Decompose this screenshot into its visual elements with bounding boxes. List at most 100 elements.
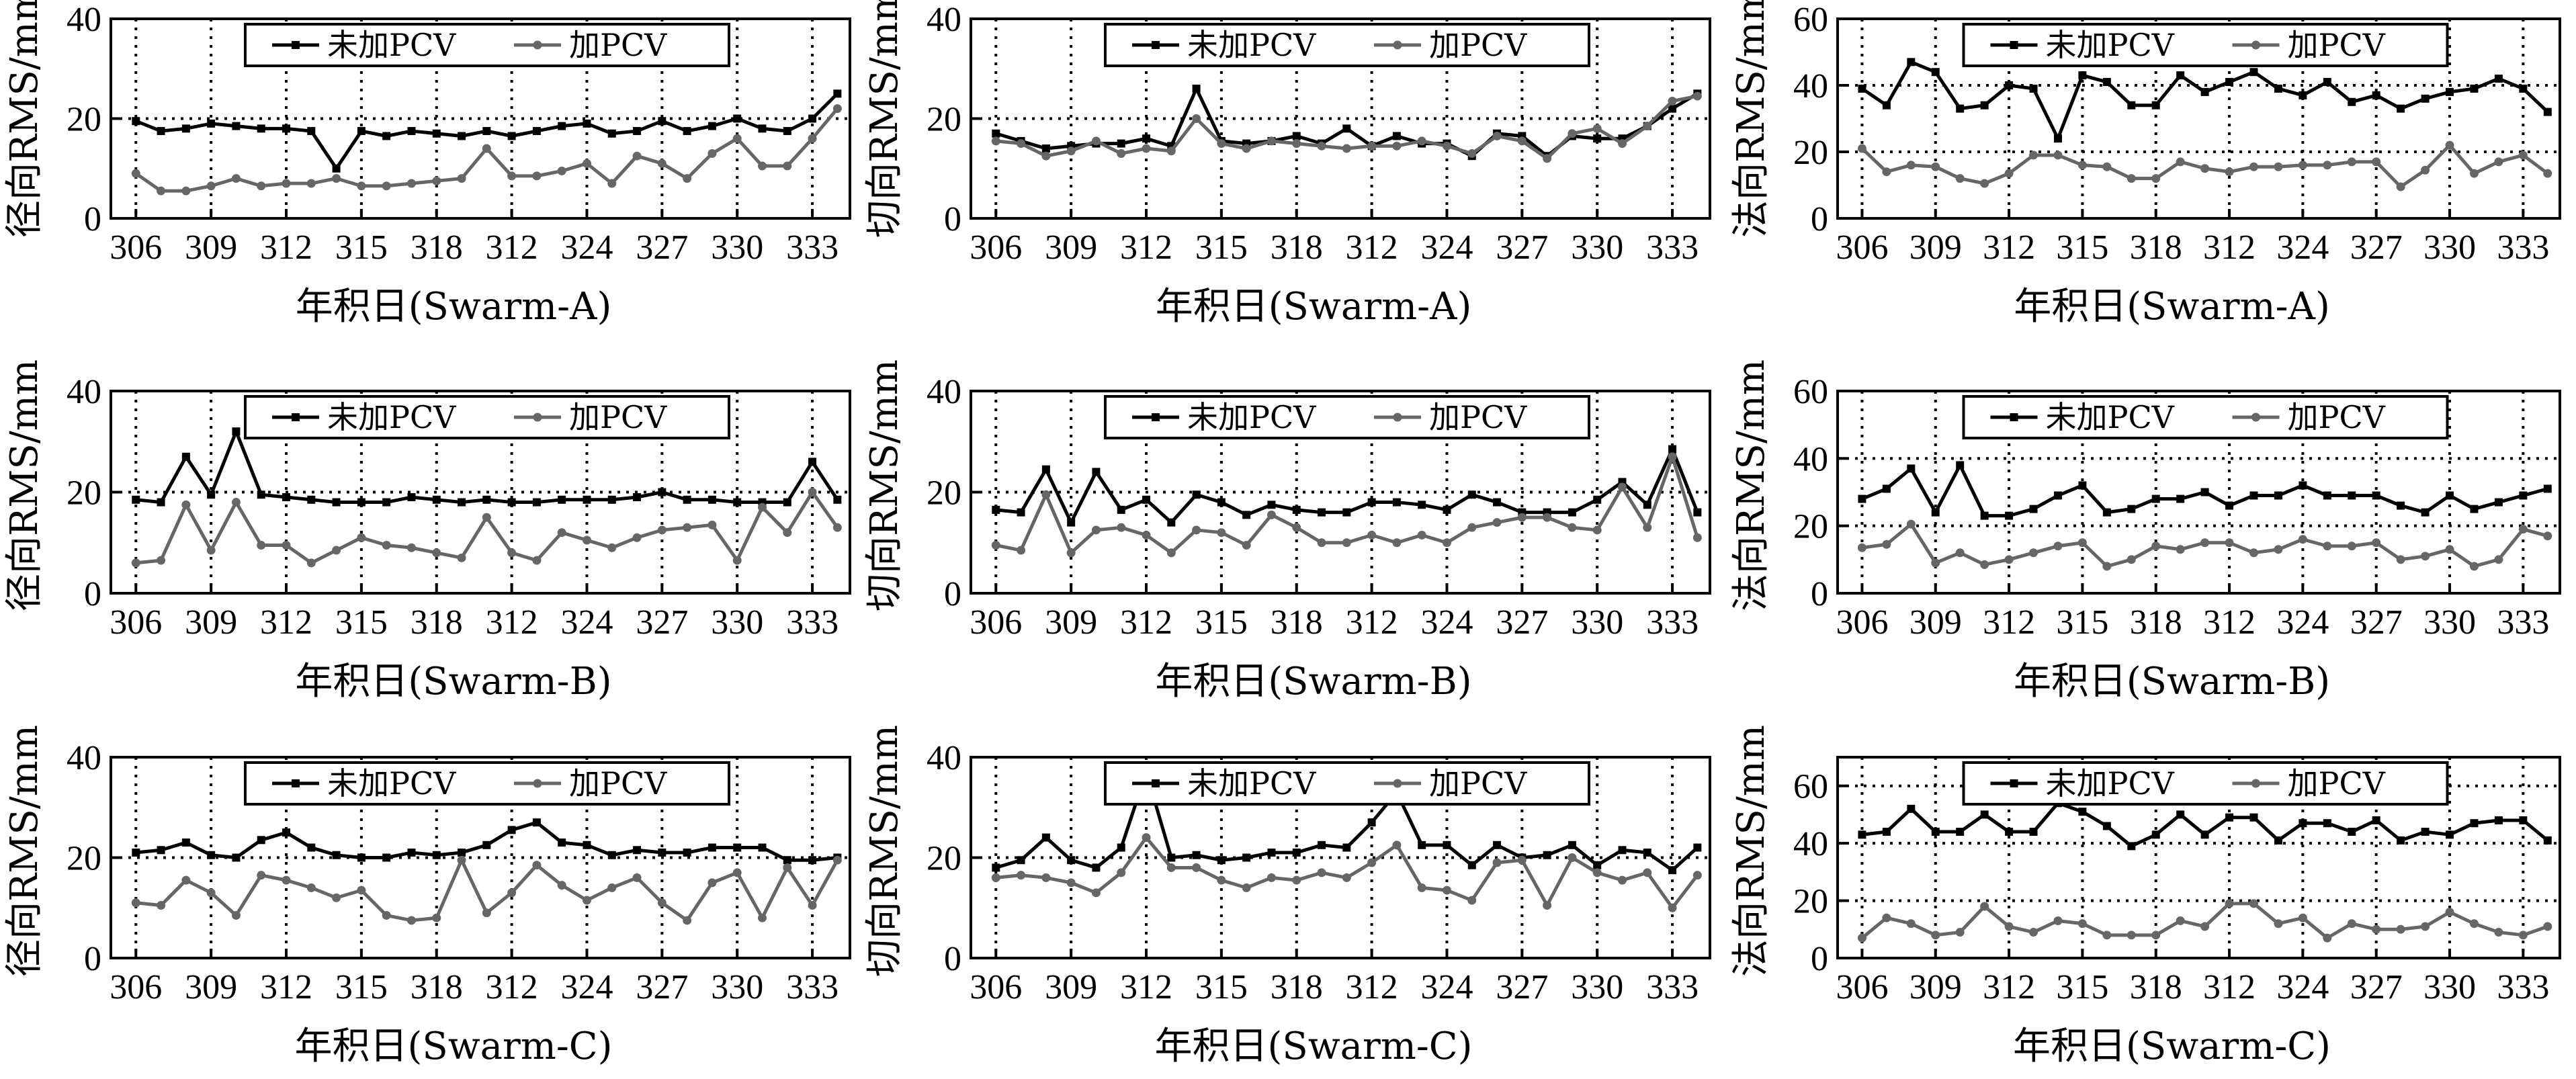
data-point-with-pcv bbox=[282, 875, 291, 885]
data-point-without-pcv bbox=[758, 124, 767, 133]
data-point-without-pcv bbox=[1067, 518, 1076, 527]
x-tick-label: 312 bbox=[486, 603, 538, 642]
data-point-without-pcv bbox=[2519, 491, 2528, 500]
data-point-with-pcv bbox=[482, 513, 491, 522]
data-point-with-pcv bbox=[2518, 525, 2528, 534]
data-point-without-pcv bbox=[257, 836, 265, 845]
data-point-with-pcv bbox=[507, 548, 517, 558]
legend: 未加PCV 加PCV bbox=[244, 23, 730, 67]
data-point-with-pcv bbox=[1543, 513, 1552, 522]
data-point-with-pcv bbox=[707, 148, 717, 158]
data-point-with-pcv bbox=[1342, 144, 1351, 153]
data-point-with-pcv bbox=[757, 161, 767, 171]
data-point-with-pcv bbox=[1417, 530, 1426, 540]
data-point-with-pcv bbox=[181, 500, 191, 509]
data-point-without-pcv bbox=[2029, 828, 2038, 836]
data-point-with-pcv bbox=[2249, 548, 2258, 558]
data-point-with-pcv bbox=[2494, 157, 2503, 167]
data-point-with-pcv bbox=[783, 528, 792, 537]
x-tick-label: 333 bbox=[1646, 228, 1699, 267]
data-point-with-pcv bbox=[2445, 908, 2454, 917]
data-point-with-pcv bbox=[406, 543, 416, 552]
data-point-with-pcv bbox=[1931, 931, 1940, 940]
data-point-with-pcv bbox=[231, 910, 241, 920]
legend-label-with-pcv: 加PCV bbox=[569, 765, 667, 802]
data-point-without-pcv bbox=[2078, 71, 2087, 80]
data-point-without-pcv bbox=[2249, 491, 2258, 500]
data-point-without-pcv bbox=[307, 843, 316, 852]
x-axis-label: 年积日(Swarm-C) bbox=[2013, 1025, 2331, 1068]
data-point-with-pcv bbox=[1142, 530, 1151, 540]
x-axis-label: 年积日(Swarm-C) bbox=[294, 1025, 612, 1068]
data-point-without-pcv bbox=[482, 495, 491, 504]
x-tick-label: 327 bbox=[2350, 603, 2403, 642]
data-point-with-pcv bbox=[2347, 157, 2356, 167]
data-point-with-pcv bbox=[2029, 150, 2038, 160]
data-point-without-pcv bbox=[1418, 501, 1426, 509]
data-point-with-pcv bbox=[306, 179, 316, 188]
data-point-with-pcv bbox=[1882, 167, 1891, 177]
chart-panel-5: 0 20 40 306 309 312 315 318 312 324 327 330 333 年积日(S… bbox=[863, 359, 1711, 703]
legend-label-without-pcv: 未加PCV bbox=[2046, 765, 2175, 802]
data-point-without-pcv bbox=[2446, 830, 2454, 839]
data-point-without-pcv bbox=[482, 840, 491, 849]
data-point-with-pcv bbox=[1442, 141, 1451, 150]
legend-label-with-pcv: 加PCV bbox=[569, 27, 667, 63]
data-point-without-pcv bbox=[2372, 491, 2380, 500]
data-point-without-pcv bbox=[307, 495, 316, 504]
x-tick-label: 312 bbox=[260, 968, 312, 1006]
data-point-with-pcv bbox=[1066, 146, 1076, 156]
x-axis-label: 年积日(Swarm-B) bbox=[295, 660, 611, 703]
data-point-with-pcv bbox=[1392, 141, 1402, 150]
data-point-with-pcv bbox=[507, 171, 517, 181]
data-point-with-pcv bbox=[1467, 148, 1477, 158]
data-point-with-pcv bbox=[1266, 136, 1276, 146]
legend-marker-with-pcv bbox=[2251, 40, 2260, 50]
x-tick-label: 312 bbox=[260, 228, 312, 267]
data-point-with-pcv bbox=[991, 873, 1000, 882]
data-point-without-pcv bbox=[432, 851, 441, 859]
series-line-without-pcv bbox=[1861, 60, 2549, 140]
data-point-without-pcv bbox=[2127, 842, 2136, 851]
data-point-without-pcv bbox=[733, 843, 742, 852]
data-point-with-pcv bbox=[2151, 542, 2161, 551]
data-point-with-pcv bbox=[1266, 510, 1276, 519]
data-point-without-pcv bbox=[2225, 78, 2234, 87]
x-tick-label: 306 bbox=[1836, 228, 1888, 267]
data-point-without-pcv bbox=[2127, 505, 2136, 513]
data-point-with-pcv bbox=[1592, 868, 1602, 877]
legend-box bbox=[244, 395, 730, 439]
data-point-with-pcv bbox=[2077, 161, 2087, 170]
data-point-with-pcv bbox=[1017, 546, 1026, 555]
data-point-without-pcv bbox=[758, 843, 767, 852]
data-point-without-pcv bbox=[2543, 107, 2552, 116]
data-point-with-pcv bbox=[1292, 523, 1301, 532]
data-point-without-pcv bbox=[583, 495, 591, 504]
data-point-with-pcv bbox=[2200, 922, 2210, 931]
x-axis-label: 年积日(Swarm-B) bbox=[1155, 660, 1471, 703]
data-point-with-pcv bbox=[206, 888, 216, 898]
x-tick-label: 330 bbox=[1571, 228, 1623, 267]
data-point-with-pcv bbox=[1041, 873, 1051, 882]
data-point-with-pcv bbox=[1041, 151, 1051, 161]
x-tick-label: 327 bbox=[1496, 228, 1548, 267]
data-point-without-pcv bbox=[992, 505, 1000, 514]
data-point-with-pcv bbox=[1317, 868, 1326, 877]
data-point-with-pcv bbox=[482, 144, 491, 153]
data-point-without-pcv bbox=[808, 458, 817, 466]
data-point-without-pcv bbox=[532, 498, 541, 507]
x-tick-label: 306 bbox=[110, 228, 162, 267]
data-point-without-pcv bbox=[1493, 840, 1502, 849]
y-tick-label: 0 bbox=[84, 940, 101, 978]
x-tick-label: 333 bbox=[1646, 603, 1699, 642]
legend-label-with-pcv: 加PCV bbox=[1429, 27, 1527, 63]
data-point-with-pcv bbox=[2298, 913, 2307, 922]
data-point-without-pcv bbox=[532, 127, 541, 136]
data-point-with-pcv bbox=[582, 535, 591, 545]
legend-label-without-pcv: 未加PCV bbox=[1187, 27, 1316, 63]
data-point-without-pcv bbox=[1117, 843, 1125, 852]
data-point-without-pcv bbox=[407, 493, 416, 502]
data-point-without-pcv bbox=[2127, 101, 2136, 110]
data-point-with-pcv bbox=[157, 556, 166, 565]
x-tick-label: 312 bbox=[1983, 968, 2035, 1006]
